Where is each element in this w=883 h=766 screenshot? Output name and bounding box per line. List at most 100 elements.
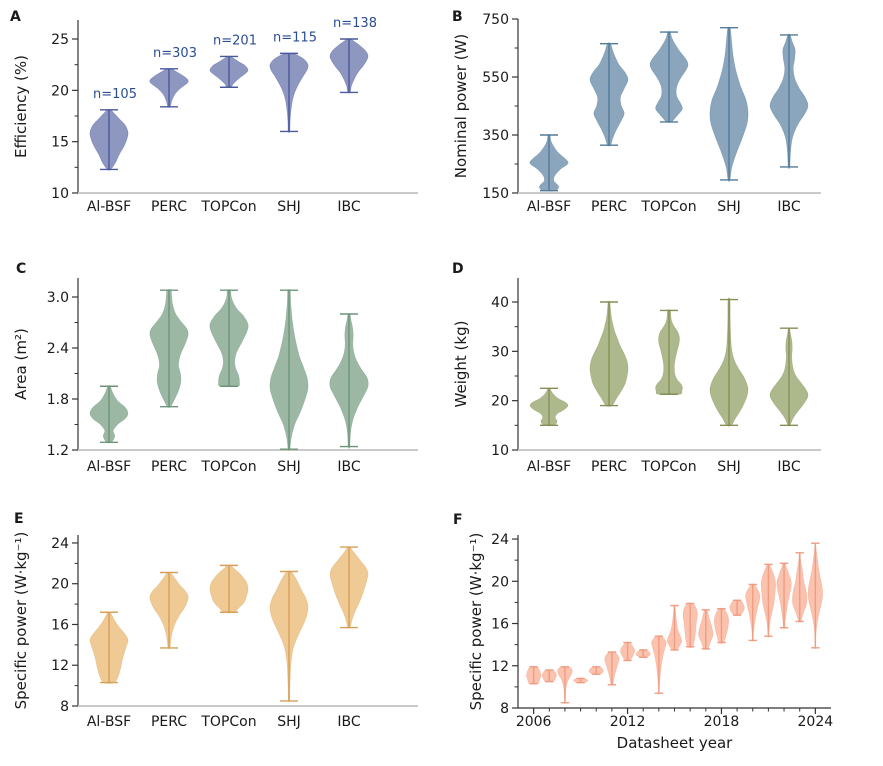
x-axis: Al-BSF PERC TOPCon SHJ IBC [518, 449, 821, 475]
y-tick-label: 24 [51, 536, 69, 552]
y-axis: 1.2 1.8 2.4 3.0 Area (m²) [12, 278, 79, 459]
x-axis-label: Datasheet year [617, 734, 734, 752]
violin-2019 [729, 599, 745, 617]
panel-c-area: C 1.2 1.8 2.4 3.0 Area (m²) Al-BSF PERC TOPCon SH… [12, 261, 418, 475]
x-category-label: TOPCon [200, 199, 256, 215]
panel-b-nominal-power: B 150 350 550 750 Nominal power (W) Al-BSF PERC… [452, 9, 821, 215]
violin-2007 [541, 669, 557, 683]
x-category-label: TOPCon [200, 714, 256, 730]
violin-topcon [209, 289, 249, 388]
y-tick-label: 15 [51, 135, 69, 151]
violin-2009 [573, 677, 589, 684]
x-category-label: IBC [777, 199, 800, 215]
violin-2013 [635, 649, 651, 659]
violin-2015 [666, 604, 683, 651]
y-tick-label: 16 [51, 617, 69, 633]
violin-2020 [745, 583, 761, 642]
x-axis: 2006 2012 2018 2024 Datasheet year [516, 707, 834, 752]
violin-ibc [769, 327, 809, 427]
panel-letter: B [452, 9, 463, 25]
y-axis-label: Area (m²) [12, 328, 30, 400]
x-category-label: Al-BSF [527, 199, 571, 215]
x-axis: Al-BSF PERC TOPCon SHJ IBC [518, 192, 821, 215]
count-label: n=138 [333, 16, 377, 31]
x-category-label: Al-BSF [527, 459, 571, 475]
y-tick-label: 2.4 [47, 341, 69, 357]
violins: n=105 n=303 n=201 n=115 n=138 [89, 16, 377, 171]
panel-letter: D [452, 261, 464, 277]
x-axis: Al-BSF PERC TOPCon SHJ IBC [78, 449, 418, 475]
y-axis-label: Weight (kg) [452, 321, 470, 408]
violin-al-bsf [89, 385, 129, 444]
violin-2014 [651, 635, 667, 695]
x-category-label: PERC [151, 459, 187, 475]
violin-al-bsf [89, 611, 129, 684]
panel-letter: F [453, 512, 463, 528]
violin-perc [589, 300, 629, 407]
x-category-label: PERC [151, 199, 187, 215]
y-axis-label: Nominal power (W) [452, 34, 470, 178]
y-tick-label: 750 [482, 12, 509, 28]
y-tick-label: 30 [491, 344, 509, 360]
x-category-label: SHJ [277, 199, 301, 215]
x-category-label: SHJ [717, 199, 741, 215]
y-tick-label: 550 [482, 70, 509, 86]
y-axis-label: Efficiency (%) [12, 55, 30, 158]
x-category-label: IBC [777, 459, 800, 475]
y-tick-label: 3.0 [47, 290, 69, 306]
y-axis: 8 12 16 20 24 Specific power (W·kg⁻¹) [467, 532, 519, 717]
y-tick-label: 20 [491, 394, 509, 410]
y-tick-label: 20 [491, 574, 509, 590]
violin-2018 [713, 607, 730, 644]
violins [89, 289, 369, 451]
y-tick-label: 20 [51, 577, 69, 593]
panel-a-efficiency: A 10 15 20 25 Efficiency (%) Al-BSF PERC TOPCon S… [10, 9, 418, 215]
x-category-label: IBC [337, 199, 360, 215]
x-category-label: Al-BSF [87, 199, 131, 215]
violin-2021 [760, 563, 776, 638]
y-tick-label: 25 [51, 32, 69, 48]
violin-ibc: n=138 [329, 16, 377, 94]
y-tick-label: 40 [491, 295, 509, 311]
violins [526, 542, 823, 704]
x-category-label: TOPCon [200, 459, 256, 475]
violins [529, 26, 809, 192]
y-tick-label: 1.2 [47, 443, 69, 459]
count-label: n=115 [273, 30, 317, 45]
y-axis-label: Specific power (W·kg⁻¹) [467, 533, 485, 711]
x-tick-label: 2024 [798, 714, 834, 730]
violin-perc [589, 42, 629, 147]
violin-shj [709, 26, 749, 182]
panel-letter: A [10, 9, 21, 25]
y-axis: 10 15 20 25 Efficiency (%) [12, 20, 79, 202]
y-tick-label: 16 [491, 617, 509, 633]
y-tick-label: 12 [491, 659, 509, 675]
violin-shj [269, 570, 309, 703]
violin-2011 [604, 651, 620, 686]
violin-2022 [776, 562, 792, 630]
x-axis: Al-BSF PERC TOPCon SHJ IBC [78, 192, 418, 215]
y-tick-label: 8 [60, 699, 69, 715]
violin-al-bsf [529, 387, 569, 427]
x-category-label: Al-BSF [87, 714, 131, 730]
violin-ibc [329, 546, 369, 629]
x-category-label: PERC [151, 714, 187, 730]
violin-2016 [682, 602, 698, 648]
violin-2012 [620, 641, 636, 662]
x-tick-label: 2012 [610, 714, 646, 730]
violin-2010 [588, 666, 604, 675]
violin-ibc [769, 33, 809, 170]
violin-2023 [792, 551, 808, 623]
x-category-label: SHJ [277, 459, 301, 475]
y-tick-label: 12 [51, 658, 69, 674]
panel-d-weight: D 10 20 30 40 Weight (kg) Al-BSF PERC TOPCon SHJ I… [452, 261, 821, 475]
violin-shj [709, 297, 749, 427]
violin-topcon: n=201 [209, 33, 257, 89]
violin-2008 [557, 666, 573, 704]
y-axis: 8 12 16 20 24 Specific power (W·kg⁻¹) [12, 532, 79, 715]
violin-2024 [807, 542, 823, 650]
panel-e-specific-power: E 8 12 16 20 24 Specific power (W·kg⁻¹) Al-BSF P… [12, 511, 418, 730]
violin-al-bsf: n=105 [89, 87, 137, 171]
